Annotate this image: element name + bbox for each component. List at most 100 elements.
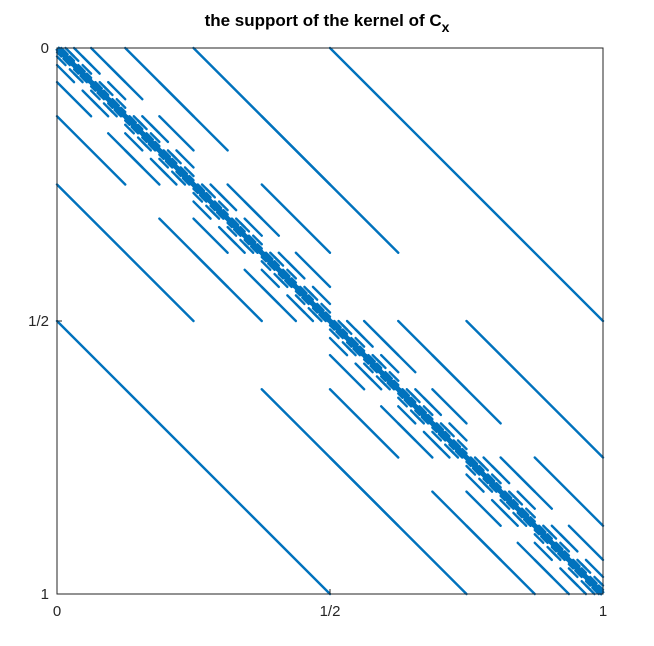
support-segment-520 (420, 407, 428, 414)
support-segment-756 (559, 533, 579, 553)
support-segment-376 (286, 260, 306, 280)
support-segment-596 (471, 458, 479, 466)
support-segment-680 (546, 533, 554, 540)
support-segment-473 (386, 381, 394, 389)
support-segment-709 (557, 552, 564, 559)
support-segment-184 (181, 168, 189, 176)
support-segment-623 (499, 498, 511, 510)
support-segment-98 (158, 115, 195, 152)
support-segment-310 (286, 268, 298, 280)
support-segment-101 (124, 132, 144, 152)
support-segment-52 (106, 80, 127, 101)
support-segment-240 (243, 217, 263, 237)
support-segment-663 (512, 511, 524, 523)
support-segment-283 (239, 238, 251, 250)
support-segment-572 (533, 456, 605, 527)
support-segment-29 (62, 57, 69, 65)
support-segment-374 (307, 289, 319, 301)
support-segment-218 (217, 200, 229, 212)
support-segment-474 (375, 358, 387, 370)
support-segment-122 (149, 132, 161, 144)
support-segment-752 (591, 577, 598, 585)
support-segment-429 (352, 347, 359, 355)
support-segment-284 (217, 191, 238, 212)
support-segment-389 (328, 336, 349, 357)
support-segment-413 (345, 341, 353, 348)
support-segment-568 (422, 396, 443, 417)
support-segment-642 (525, 507, 536, 519)
support-segment-476 (354, 328, 374, 348)
support-segment-125 (141, 136, 148, 144)
support-segment-400 (341, 328, 349, 335)
support-segment-409 (335, 330, 342, 338)
support-segment-20 (68, 55, 76, 62)
support-segment-420 (358, 345, 366, 353)
support-segment-632 (512, 498, 519, 506)
support-segment-382 (465, 319, 605, 459)
support-segment-577 (465, 473, 485, 493)
support-main-diagonal (55, 46, 605, 596)
support-segment-28 (62, 48, 69, 56)
support-segment-352 (301, 287, 308, 295)
support-segment-410 (354, 336, 366, 348)
support-segment-616 (488, 475, 496, 483)
support-segment-112 (136, 123, 144, 131)
support-segment-500 (403, 390, 411, 397)
support-segment-265 (243, 238, 251, 246)
support-segment-523 (409, 409, 421, 421)
support-segment-744 (597, 584, 605, 591)
support-segment-208 (205, 191, 212, 199)
support-segment-140 (147, 134, 155, 141)
support-segment-661 (522, 518, 530, 525)
support-segment-529 (431, 426, 438, 434)
support-segment-3 (55, 183, 195, 323)
support-segment-737 (584, 580, 592, 587)
support-segment-169 (175, 170, 182, 178)
support-segment-5 (55, 115, 127, 186)
support-segment-144 (175, 149, 195, 169)
support-segment-564 (454, 441, 462, 449)
support-segment-93 (113, 108, 121, 116)
support-segment-216 (198, 185, 206, 193)
support-segment-289 (260, 268, 281, 289)
support-segment-570 (379, 336, 417, 374)
support-segment-11 (55, 55, 67, 67)
support-segment-64 (102, 89, 110, 97)
support-segment-645 (516, 511, 524, 519)
support-segment-105 (124, 119, 131, 126)
support-segment-393 (328, 324, 336, 331)
support-segment-353 (301, 296, 308, 304)
support-segment-505 (414, 409, 421, 417)
support-segment-50 (68, 51, 80, 62)
support-segment-95 (102, 102, 114, 114)
support-segment-522 (409, 392, 421, 404)
support-segment-431 (341, 341, 353, 353)
support-segment-143 (136, 136, 148, 148)
support-segment-711 (546, 545, 558, 557)
support-segment-617 (488, 484, 496, 491)
support-segment-380 (158, 80, 229, 152)
support-segment-472 (386, 373, 394, 380)
support-segment-335 (294, 294, 306, 306)
support-segment-176 (188, 174, 195, 182)
support-segment-385 (328, 388, 400, 459)
support-segment-549 (448, 443, 455, 451)
support-segment-237 (215, 211, 223, 218)
support-segment-625 (499, 494, 507, 502)
support-segment-120 (130, 117, 138, 124)
support-segment-329 (284, 279, 291, 286)
chart-title: the support of the kernel of Cx (205, 11, 450, 35)
support-segment-217 (198, 193, 206, 201)
support-segment-165 (164, 159, 172, 167)
support-segment-164 (164, 151, 172, 158)
support-segment-619 (478, 477, 490, 489)
support-segment-464 (392, 379, 400, 387)
support-segment-608 (495, 481, 502, 489)
support-segment-201 (192, 187, 199, 195)
support-segment-379 (243, 268, 281, 306)
support-segment-708 (557, 543, 564, 551)
support-segment-689 (539, 535, 547, 542)
support-segment-733 (574, 569, 581, 577)
support-segment-710 (546, 528, 558, 540)
support-segment-673 (533, 528, 541, 536)
